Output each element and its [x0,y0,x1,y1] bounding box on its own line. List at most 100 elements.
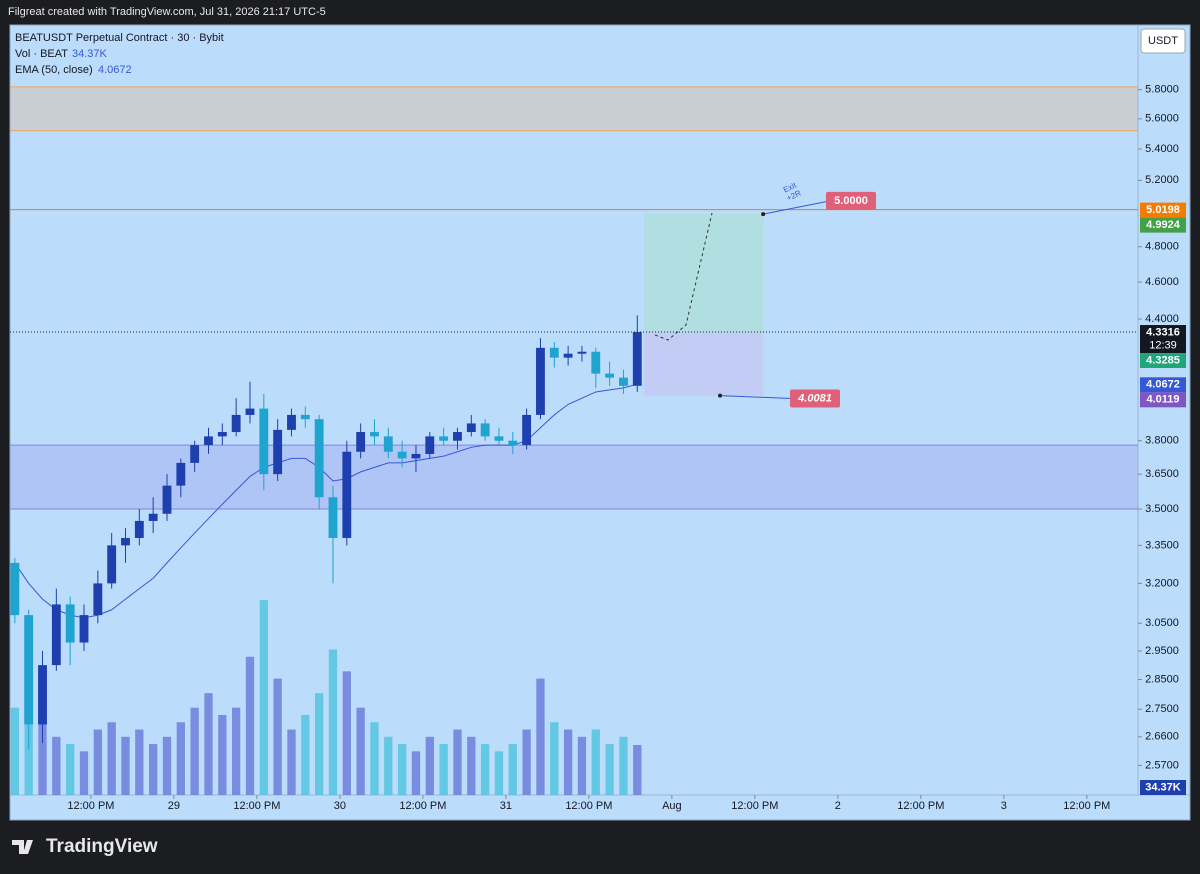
price-tag-label: 5.0198 [1146,204,1180,216]
volume-bar [370,722,379,795]
y-tick-label: 3.0500 [1145,617,1179,629]
callout-line [763,200,831,215]
logo-mark [12,840,33,854]
candle-body [619,377,628,386]
candle-body [38,665,47,725]
price-tag [1140,202,1186,218]
candle-body [24,615,34,725]
candle-body [273,429,283,475]
volume-bar [522,729,531,795]
volume-bar [314,693,324,795]
x-tick-label: 12:00 PM [233,800,280,812]
volume-bar [550,722,559,795]
candle-body [411,453,421,459]
price-tag-label: 4.3285 [1146,354,1180,366]
volume-bar [232,707,241,795]
candle-body [508,440,518,446]
callout-dot [718,393,722,398]
price-tag [1140,353,1186,369]
volume-bar [439,744,448,795]
y-tick-label: 2.6600 [1145,731,1179,743]
ema-line [14,383,638,619]
candle-body [439,436,449,441]
candle-body [536,347,545,415]
price-tag-label: 4.9924 [1146,219,1181,231]
candle-body [328,497,338,538]
candle-body [453,432,462,441]
plot: 5.00004.0081Exit+2R5.80005.60005.40005.2… [10,84,1186,812]
brand: TradingView [46,836,158,857]
volume-bar [52,736,61,795]
position-stop [644,332,764,396]
callout-line [719,395,793,399]
candle-body [494,436,504,441]
volume-bar [149,744,158,795]
volume-bar [425,736,434,795]
volume-bar [356,707,365,795]
y-tick-label: 5.2000 [1145,174,1179,186]
x-tick-label: 12:00 PM [565,800,612,812]
candle-body [287,414,296,430]
volume-legend-value: 34.37K [72,48,108,60]
y-tick-label: 2.7500 [1145,703,1179,715]
callout-label: 5.0000 [834,195,868,207]
volume-bar [384,736,393,795]
candle-body [425,436,435,454]
candle-body [466,423,476,433]
x-tick-label: Aug [662,800,682,812]
callout-box [790,389,840,408]
volume-bar [93,729,102,795]
header: Filgreat created with TradingView.com, J… [8,6,326,18]
candle-body [549,347,559,358]
candle-body [591,351,601,374]
callout-dot [761,212,766,217]
x-tick-label: 30 [334,800,346,812]
currency-button[interactable] [1140,28,1186,54]
volume-bar [10,707,19,795]
candle-body [342,451,352,538]
volume-bar [633,744,642,795]
candle-body [204,436,213,446]
tv-logo: TradingView [12,836,158,857]
x-tick-label: 12:00 PM [731,800,778,812]
currency[interactable]: USDT [1148,35,1178,47]
volume-bar [591,729,600,795]
y-tick-label: 5.8000 [1145,84,1179,96]
x-tick-label: 12:00 PM [1063,800,1110,812]
x-tick-label: 12:00 PM [897,800,944,812]
y-tick-label: 3.2000 [1145,577,1179,589]
symbol-title: BEATUSDT Perpetual Contract · 30 · Bybit [15,32,224,44]
volume-bar [259,600,268,795]
volume-bar [577,736,587,795]
candle-body [65,604,75,643]
candle-body [563,353,573,358]
ema-legend-value: 4.0672 [98,64,132,76]
candle-body [480,423,490,437]
candle-body [51,604,61,666]
price-tag-label: 4.3316 [1146,326,1180,338]
y-tick-label: 4.8000 [1145,241,1179,253]
candle-body [397,451,407,459]
candle-body [107,545,117,584]
ema-legend: EMA (50, close) [15,64,93,76]
volume-bar [411,751,421,795]
volume-bar [176,722,185,795]
volume-bar [453,729,462,795]
candle-body [231,414,241,433]
x-tick-label: 12:00 PM [399,800,446,812]
candle-body [577,351,587,354]
volume-bar [245,656,255,795]
price-tag [1140,392,1186,408]
volume-bar [467,736,476,795]
price-tag-label: 4.0119 [1146,394,1179,406]
volume-bar [107,722,116,795]
volume-bar [619,736,628,795]
x-tick-label: 3 [1001,800,1007,812]
volume-bar [273,678,282,795]
volume-bar [494,751,504,795]
callout-label: 4.0081 [797,392,832,404]
volume-bar [301,714,310,795]
price-tag [1140,217,1186,233]
y-tick-label: 5.4000 [1145,143,1179,155]
